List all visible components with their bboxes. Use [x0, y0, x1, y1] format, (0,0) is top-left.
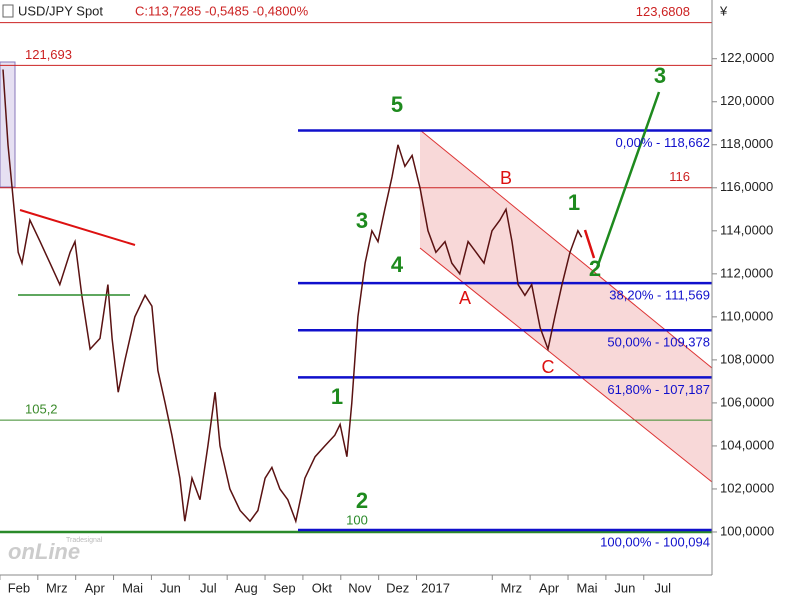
- fib-label: 38,20% - 111,569: [609, 288, 710, 303]
- channel-upper: [419, 129, 713, 369]
- trendline: [19, 209, 136, 246]
- level-label: 100: [346, 512, 368, 527]
- fib-label: 61,80% - 107,187: [607, 382, 710, 397]
- x-tick-label: Jun: [160, 580, 181, 595]
- y-tick-label: 110,0000: [720, 308, 773, 323]
- x-tick-label: Feb: [8, 580, 30, 595]
- y-tick-label: 122,0000: [720, 50, 774, 65]
- x-tick-label: Mai: [577, 580, 598, 595]
- x-tick-label: Apr: [539, 580, 560, 595]
- fib-label: 50,00% - 109,378: [607, 335, 710, 350]
- x-tick-label: Jul: [200, 580, 217, 595]
- trend-channel: [420, 130, 712, 482]
- correction-label: C: [542, 357, 555, 377]
- correction-label: B: [500, 168, 512, 188]
- x-tick-label: Jun: [614, 580, 635, 595]
- quote: C:113,7285 -0,5485 -0,4800%: [135, 3, 309, 18]
- y-tick-label: 114,0000: [720, 222, 773, 237]
- y-tick-label: 102,0000: [720, 480, 774, 495]
- wave-label: 1: [331, 384, 343, 409]
- y-tick-label: 120,0000: [720, 93, 774, 108]
- x-tick-label: Mrz: [46, 580, 68, 595]
- x-tick-label: Mrz: [500, 580, 522, 595]
- y-tick-label: 100,0000: [720, 523, 774, 538]
- window-icon: [2, 4, 14, 18]
- fib-label: 0,00% - 118,662: [616, 135, 710, 150]
- wave-label: 5: [391, 92, 403, 117]
- y-tick-label: 108,0000: [720, 351, 774, 366]
- highlight-box: [0, 61, 16, 188]
- correction-label: A: [459, 288, 471, 308]
- level-label: 123,6808: [636, 4, 690, 19]
- wave-label: 1: [568, 190, 580, 215]
- x-tick-label: Aug: [235, 580, 258, 595]
- x-tick-label: Okt: [312, 580, 333, 595]
- wave-label: 2: [356, 488, 368, 513]
- y-tick-label: 116,0000: [720, 179, 773, 194]
- y-tick-label: 118,0000: [720, 136, 773, 151]
- x-tick-label: Nov: [348, 580, 372, 595]
- y-tick-label: 112,0000: [720, 265, 773, 280]
- level-label: 121,693: [25, 47, 72, 62]
- projection-down: [583, 229, 596, 259]
- x-tick-label: Mai: [122, 580, 143, 595]
- x-tick-label: Dez: [386, 580, 409, 595]
- x-tick-label: Apr: [85, 580, 106, 595]
- wave-label: 2: [589, 256, 601, 281]
- level-label: 116: [669, 169, 690, 184]
- x-tick-label: Jul: [654, 580, 671, 595]
- fib-label: 100,00% - 100,094: [600, 534, 710, 549]
- projection-up: [595, 91, 661, 269]
- symbol: USD/JPY Spot: [18, 3, 103, 18]
- price-line: [2, 69, 583, 524]
- y-tick-label: 104,0000: [720, 437, 774, 452]
- logo-small: Tradesignal: [66, 537, 103, 544]
- x-tick-label: 2017: [421, 580, 450, 595]
- wave-label: 4: [391, 252, 404, 277]
- wave-label: 3: [356, 208, 368, 233]
- logo: onLine: [8, 539, 80, 564]
- currency: ¥: [719, 3, 728, 18]
- y-tick-label: 106,0000: [720, 394, 774, 409]
- x-tick-label: Sep: [272, 580, 295, 595]
- level-label: 105,2: [25, 402, 58, 417]
- wave-label: 3: [654, 63, 666, 88]
- channel-lower: [419, 247, 713, 483]
